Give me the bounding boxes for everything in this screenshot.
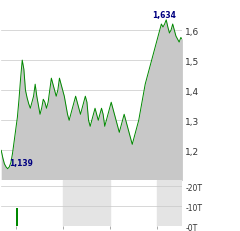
Text: 1,634: 1,634 xyxy=(152,11,175,20)
Bar xyxy=(16,209,18,226)
Bar xyxy=(63,181,110,226)
Text: 1,139: 1,139 xyxy=(9,158,33,167)
Bar xyxy=(156,181,184,226)
